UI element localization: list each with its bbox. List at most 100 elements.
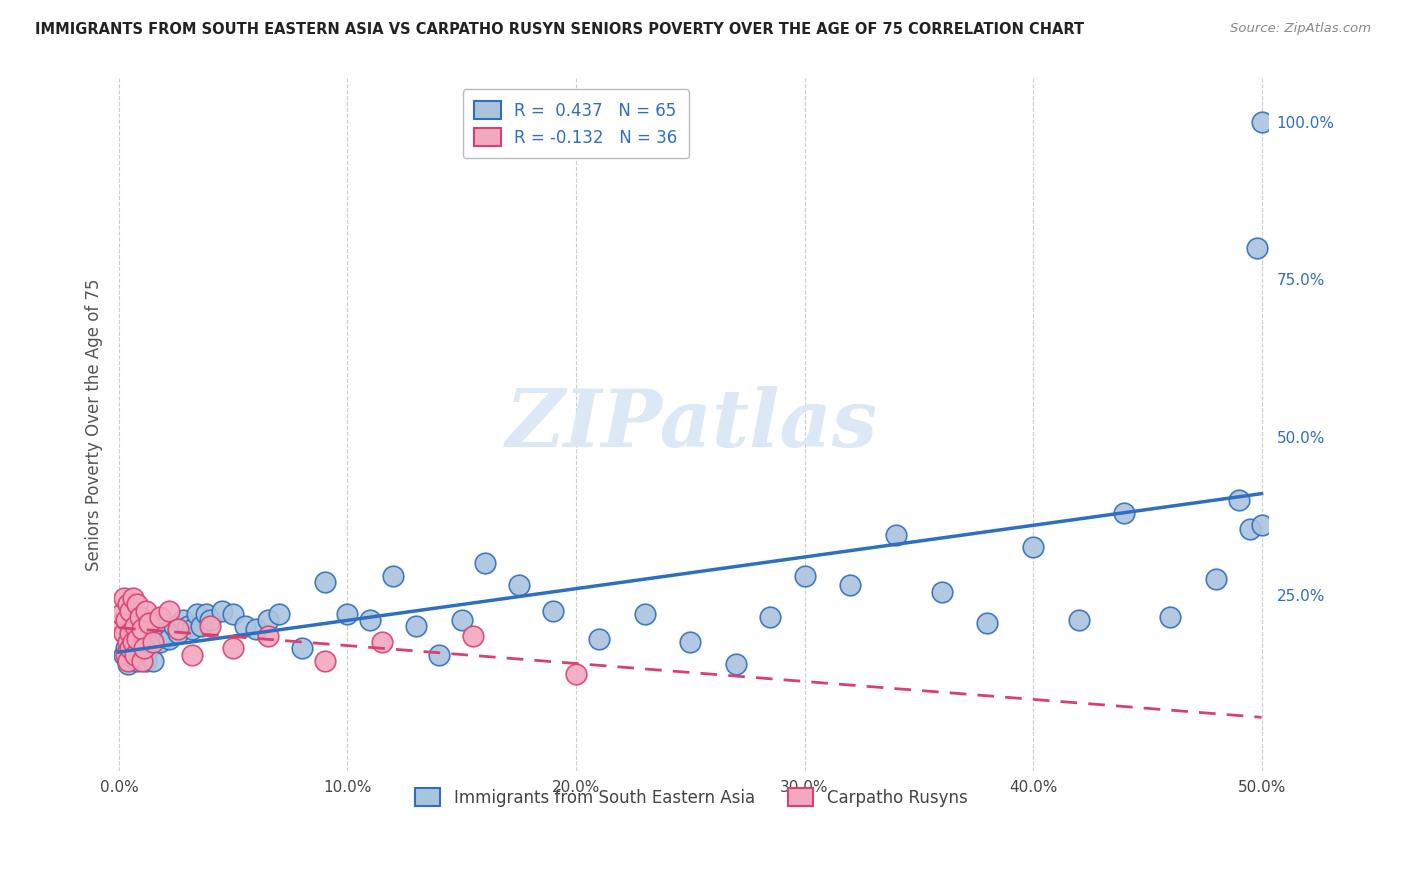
Point — [450, 613, 472, 627]
Point — [679, 635, 702, 649]
Point — [115, 648, 138, 662]
Point — [314, 575, 336, 590]
Point — [145, 619, 167, 633]
Point — [181, 623, 204, 637]
Point — [163, 619, 186, 633]
Point — [135, 654, 157, 668]
Point — [131, 623, 153, 637]
Point — [167, 623, 190, 637]
Point — [115, 641, 138, 656]
Point — [588, 632, 610, 646]
Y-axis label: Seniors Poverty Over the Age of 75: Seniors Poverty Over the Age of 75 — [86, 278, 103, 571]
Point — [117, 635, 139, 649]
Point — [157, 603, 180, 617]
Point — [382, 569, 405, 583]
Point — [149, 635, 172, 649]
Point — [793, 569, 815, 583]
Point — [120, 641, 142, 656]
Point — [565, 666, 588, 681]
Point — [508, 578, 530, 592]
Point — [124, 619, 146, 633]
Point — [121, 591, 143, 605]
Text: IMMIGRANTS FROM SOUTH EASTERN ASIA VS CARPATHO RUSYN SENIORS POVERTY OVER THE AG: IMMIGRANTS FROM SOUTH EASTERN ASIA VS CA… — [35, 22, 1084, 37]
Point — [839, 578, 862, 592]
Point — [127, 654, 149, 668]
Point — [194, 607, 217, 621]
Point — [142, 635, 165, 649]
Point — [976, 616, 998, 631]
Point — [110, 616, 132, 631]
Point — [291, 641, 314, 656]
Point — [138, 641, 160, 656]
Point — [120, 603, 142, 617]
Point — [117, 654, 139, 668]
Point — [153, 625, 176, 640]
Point — [134, 641, 156, 656]
Point — [124, 648, 146, 662]
Point — [1246, 241, 1268, 255]
Point — [1250, 114, 1272, 128]
Point — [134, 650, 156, 665]
Point — [135, 603, 157, 617]
Point — [463, 629, 485, 643]
Point — [200, 613, 222, 627]
Point — [256, 613, 278, 627]
Point — [200, 619, 222, 633]
Point — [222, 641, 245, 656]
Text: Source: ZipAtlas.com: Source: ZipAtlas.com — [1230, 22, 1371, 36]
Point — [172, 613, 194, 627]
Point — [359, 613, 381, 627]
Point — [1239, 521, 1261, 535]
Point — [724, 657, 747, 672]
Point — [131, 635, 153, 649]
Point — [267, 607, 290, 621]
Point — [245, 623, 267, 637]
Point — [121, 635, 143, 649]
Point — [127, 597, 149, 611]
Point — [112, 648, 135, 662]
Point — [633, 607, 655, 621]
Point — [138, 616, 160, 631]
Point — [176, 619, 198, 633]
Point — [142, 654, 165, 668]
Point — [112, 625, 135, 640]
Point — [427, 648, 450, 662]
Text: ZIPatlas: ZIPatlas — [505, 385, 877, 463]
Point — [233, 619, 256, 633]
Point — [181, 648, 204, 662]
Point — [405, 619, 427, 633]
Point — [1022, 541, 1045, 555]
Point — [1067, 613, 1090, 627]
Point — [121, 638, 143, 652]
Point — [157, 632, 180, 646]
Point — [110, 607, 132, 621]
Point — [474, 556, 496, 570]
Point — [256, 629, 278, 643]
Point — [146, 632, 169, 646]
Point — [1114, 506, 1136, 520]
Point — [117, 597, 139, 611]
Point — [149, 610, 172, 624]
Point — [1205, 572, 1227, 586]
Point — [139, 638, 162, 652]
Point — [336, 607, 359, 621]
Point — [931, 584, 953, 599]
Point — [1159, 610, 1181, 624]
Point — [112, 591, 135, 605]
Point — [120, 625, 142, 640]
Point — [128, 610, 150, 624]
Point — [115, 613, 138, 627]
Point — [167, 625, 190, 640]
Point — [190, 619, 212, 633]
Point — [541, 603, 564, 617]
Point — [128, 644, 150, 658]
Point — [127, 632, 149, 646]
Point — [211, 603, 233, 617]
Point — [222, 607, 245, 621]
Legend: Immigrants from South Eastern Asia, Carpatho Rusyns: Immigrants from South Eastern Asia, Carp… — [408, 780, 976, 815]
Point — [759, 610, 782, 624]
Point — [1250, 518, 1272, 533]
Point — [117, 657, 139, 672]
Point — [371, 635, 394, 649]
Point — [186, 607, 208, 621]
